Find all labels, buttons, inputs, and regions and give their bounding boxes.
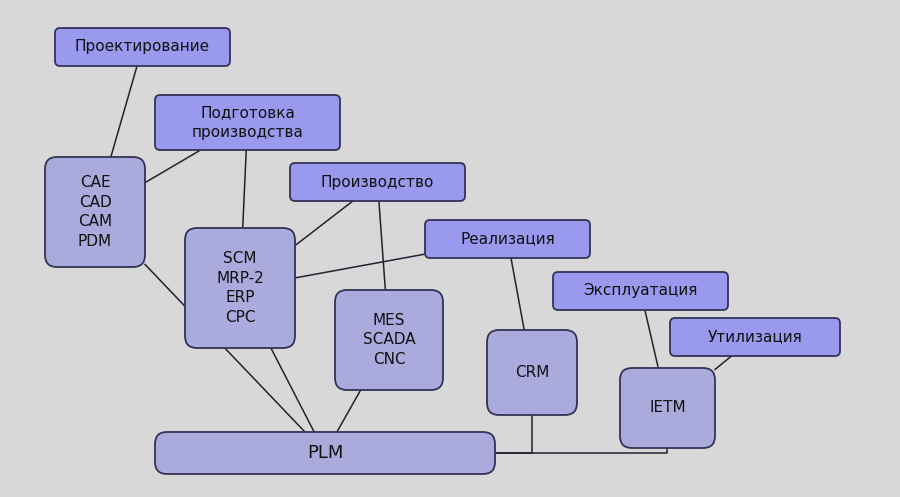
FancyBboxPatch shape <box>425 220 590 258</box>
Text: Реализация: Реализация <box>460 232 555 247</box>
FancyBboxPatch shape <box>155 95 340 150</box>
FancyBboxPatch shape <box>335 290 443 390</box>
FancyBboxPatch shape <box>620 368 715 448</box>
Text: PLM: PLM <box>307 444 343 462</box>
FancyBboxPatch shape <box>155 432 495 474</box>
Text: Подготовка
производства: Подготовка производства <box>192 105 303 140</box>
Text: IETM: IETM <box>649 401 686 415</box>
Text: Проектирование: Проектирование <box>75 39 210 55</box>
FancyBboxPatch shape <box>185 228 295 348</box>
Text: CAE
CAD
CAM
PDM: CAE CAD CAM PDM <box>78 175 112 249</box>
FancyBboxPatch shape <box>55 28 230 66</box>
Text: SCM
MRP-2
ERP
CPC: SCM MRP-2 ERP CPC <box>216 251 264 325</box>
FancyBboxPatch shape <box>487 330 577 415</box>
Text: Эксплуатация: Эксплуатация <box>583 283 698 299</box>
FancyBboxPatch shape <box>670 318 840 356</box>
Text: Производство: Производство <box>320 174 434 189</box>
Text: CRM: CRM <box>515 365 549 380</box>
Text: MES
SCADA
CNC: MES SCADA CNC <box>363 313 415 367</box>
FancyBboxPatch shape <box>45 157 145 267</box>
FancyBboxPatch shape <box>553 272 728 310</box>
Text: Утилизация: Утилизация <box>707 330 803 344</box>
FancyBboxPatch shape <box>290 163 465 201</box>
